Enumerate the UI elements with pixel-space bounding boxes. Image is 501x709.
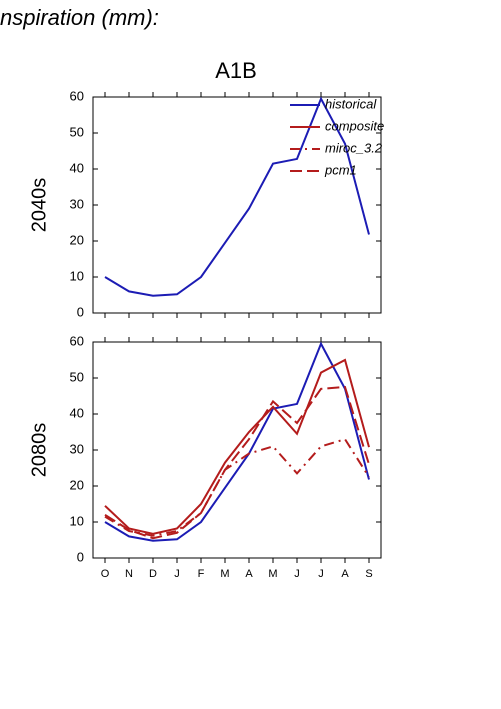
y-tick-label: 10 xyxy=(70,268,84,283)
panel-title: A1B xyxy=(215,58,257,83)
y-tick-label: 30 xyxy=(70,196,84,211)
x-tick-label: S xyxy=(365,568,372,580)
y-tick-label: 0 xyxy=(77,549,84,564)
y-tick-label: 40 xyxy=(70,405,84,420)
x-tick-label: M xyxy=(220,568,229,580)
data-line xyxy=(104,341,370,542)
data-line xyxy=(104,438,370,537)
x-tick-label: J xyxy=(318,568,324,580)
y-tick-label: 10 xyxy=(70,513,84,528)
data-line xyxy=(104,96,370,297)
figure-title: nspiration (mm): xyxy=(0,5,159,30)
y-tick-label: 20 xyxy=(70,477,84,492)
legend-label: historical xyxy=(325,96,377,111)
y-axis-label: 2040s xyxy=(28,178,50,233)
x-tick-label: O xyxy=(101,568,110,580)
x-tick-label: F xyxy=(198,568,205,580)
data-line xyxy=(104,358,370,535)
y-tick-label: 0 xyxy=(77,304,84,319)
x-tick-label: J xyxy=(174,568,180,580)
y-tick-label: 30 xyxy=(70,441,84,456)
legend-label: pcm1 xyxy=(324,162,357,177)
y-tick-label: 60 xyxy=(70,88,84,103)
x-tick-label: J xyxy=(294,568,300,580)
y-tick-label: 20 xyxy=(70,232,84,247)
y-tick-label: 40 xyxy=(70,160,84,175)
y-tick-label: 50 xyxy=(70,124,84,139)
legend-label: miroc_3.2 xyxy=(325,140,383,155)
x-tick-label: A xyxy=(245,568,253,580)
y-tick-label: 50 xyxy=(70,369,84,384)
legend-label: composite xyxy=(325,118,384,133)
x-tick-label: N xyxy=(125,568,133,580)
y-axis-label: 2080s xyxy=(28,423,50,478)
x-tick-label: D xyxy=(149,568,157,580)
x-tick-label: M xyxy=(268,568,277,580)
data-line xyxy=(104,385,370,540)
y-tick-label: 60 xyxy=(70,333,84,348)
x-tick-label: A xyxy=(341,568,349,580)
